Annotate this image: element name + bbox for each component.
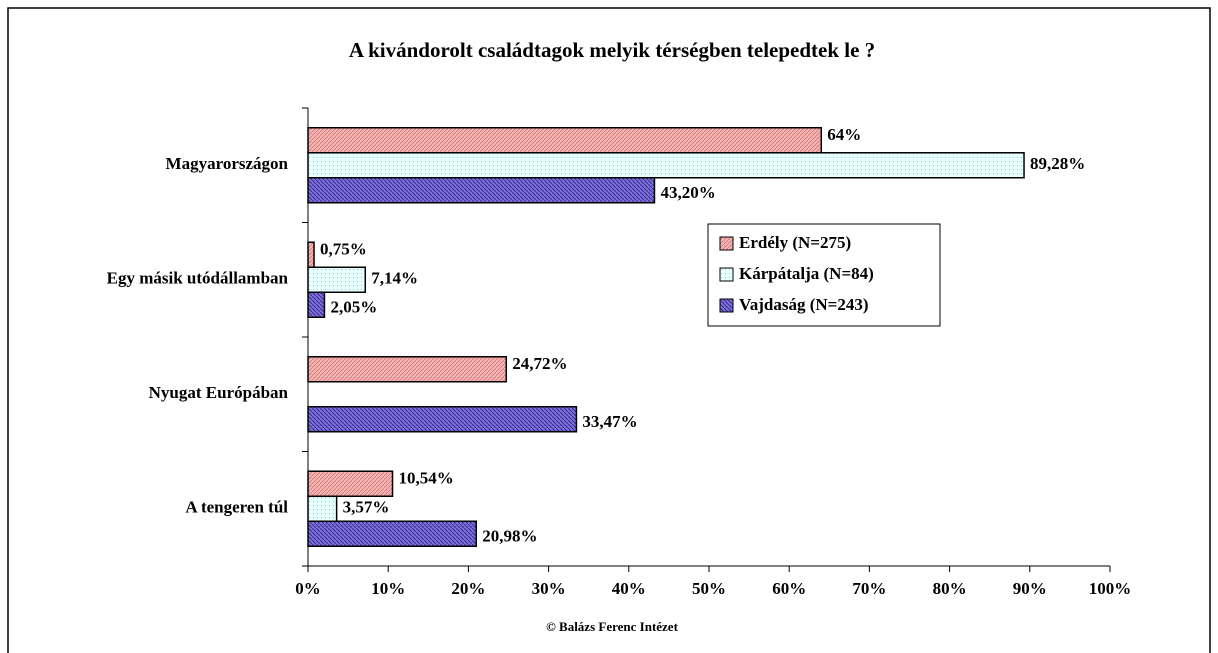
value-label: 64% — [827, 125, 861, 144]
legend — [707, 223, 941, 327]
bar — [307, 152, 1025, 179]
legend-swatch — [719, 236, 734, 251]
x-tick-label: 60% — [772, 579, 806, 598]
bar — [307, 520, 478, 547]
source-note: © Balázs Ferenc Intézet — [546, 619, 679, 634]
chart-title: A kivándorolt családtagok melyik térségb… — [349, 38, 875, 62]
bar — [307, 470, 394, 497]
x-tick-label: 70% — [852, 579, 886, 598]
value-label: 10,54% — [399, 469, 454, 488]
bar — [307, 406, 578, 433]
legend-label: Erdély (N=275) — [739, 233, 851, 252]
x-tick-label: 20% — [451, 579, 485, 598]
value-label: 3,57% — [343, 498, 390, 517]
x-tick-label: 100% — [1089, 579, 1132, 598]
bar — [307, 495, 338, 522]
value-label: 43,20% — [660, 183, 715, 202]
y-tick-label: A tengeren túl — [185, 498, 288, 517]
value-label: 2,05% — [330, 298, 377, 317]
y-tick-label: Egy másik utódállamban — [107, 269, 289, 288]
bar — [307, 177, 656, 204]
value-label: 0,75% — [320, 240, 367, 259]
legend-label: Vajdaság (N=243) — [739, 295, 868, 314]
value-label: 20,98% — [482, 527, 537, 546]
x-tick-label: 10% — [371, 579, 405, 598]
x-tick-label: 90% — [1013, 579, 1047, 598]
legend-swatch — [719, 267, 734, 282]
legend-swatch — [719, 298, 734, 313]
y-tick-label: Nyugat Európában — [149, 383, 289, 402]
bar — [307, 356, 508, 383]
y-tick-label: Magyarországon — [166, 154, 289, 173]
bar — [307, 127, 823, 154]
bar — [307, 241, 315, 268]
legend-label: Kárpátalja (N=84) — [739, 264, 874, 283]
bar — [307, 266, 367, 293]
chart-border — [7, 7, 1211, 653]
x-tick-label: 30% — [532, 579, 566, 598]
value-label: 33,47% — [582, 412, 637, 431]
value-label: 7,14% — [371, 269, 418, 288]
value-label: 89,28% — [1030, 154, 1085, 173]
x-tick-label: 0% — [295, 579, 321, 598]
x-tick-label: 80% — [933, 579, 967, 598]
bar — [307, 291, 326, 318]
value-label: 24,72% — [512, 354, 567, 373]
x-tick-label: 50% — [692, 579, 726, 598]
x-tick-label: 40% — [612, 579, 646, 598]
